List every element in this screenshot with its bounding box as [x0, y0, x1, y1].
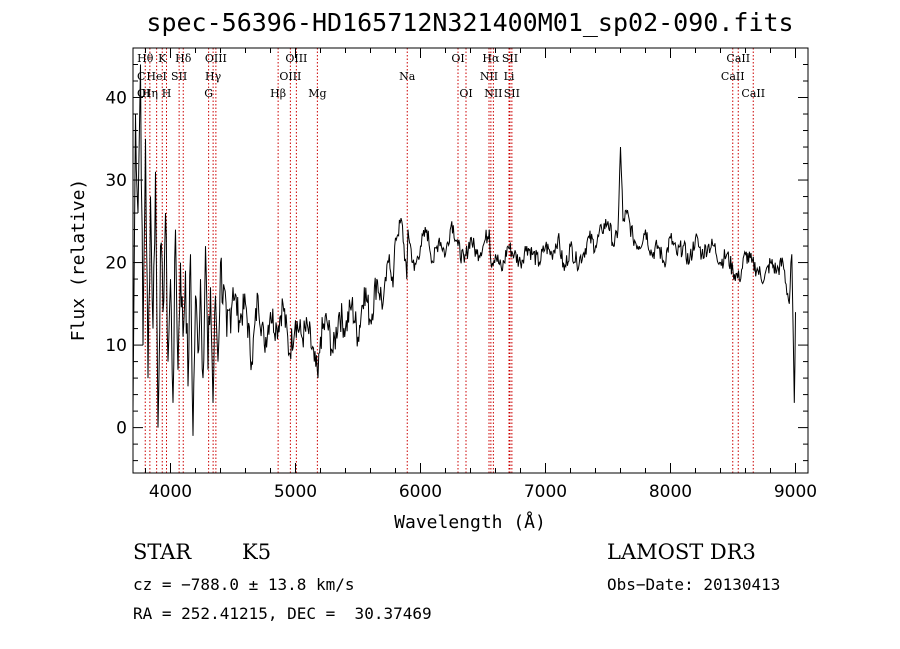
line-label-22: SII — [504, 87, 520, 100]
x-tick-label-2: 6000 — [399, 482, 442, 502]
obs-date-line: Obs−Date: 20130413 — [607, 575, 781, 594]
x-axis-label: Wavelength (Å) — [394, 511, 546, 533]
axes: 4000 5000 6000 7000 8000 9000 0 10 20 30 40 — [105, 48, 817, 502]
line-label-4: HeI — [146, 70, 166, 83]
y-tick-label-2: 20 — [105, 254, 127, 274]
line-label-16: OI — [459, 87, 472, 100]
line-label-7: G — [204, 87, 213, 100]
line-label-1: Hη — [142, 87, 158, 100]
spectrum-group — [132, 64, 796, 436]
line-label-18: Hα — [482, 52, 500, 65]
line-markers — [144, 48, 754, 473]
survey-label: LAMOST DR3 — [607, 540, 756, 564]
y-tick-label-1: 10 — [105, 336, 127, 356]
line-label-10: Hβ — [270, 87, 286, 100]
x-tick-label-4: 8000 — [649, 482, 692, 502]
line-label-20: Li — [504, 70, 515, 83]
line-labels: Hθ Hη K H HeI SII Hδ G Hγ OIII Hβ OIII OIII Mg Na OI OI N… — [137, 52, 765, 100]
line-label-0: Hθ — [137, 52, 154, 65]
line-label-5: SII — [171, 70, 187, 83]
line-label-11: OIII — [279, 70, 301, 83]
chart-title: spec-56396-HD165712N321400M01_sp02-090.f… — [146, 8, 794, 37]
line-label-23: CaII — [721, 70, 745, 83]
line-label-6: Hδ — [175, 52, 192, 65]
radec-line: RA = 252.41215, DEC = 30.37469 — [133, 604, 432, 623]
y-tick-label-0: 0 — [116, 419, 127, 439]
line-label-24: CaII — [726, 52, 750, 65]
line-label-12: OIII — [285, 52, 307, 65]
x-tick-label-5: 9000 — [774, 482, 817, 502]
line-label-14: Na — [399, 70, 416, 83]
cz-line: cz = −788.0 ± 13.8 km/s — [133, 575, 355, 594]
line-label-17: NII — [480, 70, 498, 83]
line-label-15: OI — [451, 52, 464, 65]
spectrum-line — [132, 64, 796, 436]
x-tick-label-0: 4000 — [149, 482, 192, 502]
subclass-label: K5 — [242, 540, 272, 564]
line-label-21: SII — [502, 52, 518, 65]
line-label-3: H — [162, 87, 172, 100]
line-label-13: Mg — [308, 87, 326, 100]
line-label-9: OIII — [205, 52, 227, 65]
x-tick-label-1: 5000 — [274, 482, 317, 502]
y-tick-label-3: 30 — [105, 171, 127, 191]
line-label-2: K — [158, 52, 167, 65]
y-tick-label-4: 40 — [105, 89, 127, 109]
y-axis-label: Flux (relative) — [68, 179, 89, 342]
line-label-25: CaII — [741, 87, 765, 100]
plot-frame — [132, 47, 809, 474]
class-label: STAR — [133, 540, 192, 564]
extra-line-label-0: C — [137, 70, 145, 83]
x-tick-label-3: 7000 — [524, 482, 567, 502]
extra-line-label-1: OI — [137, 87, 150, 100]
line-label-8: Hγ — [205, 70, 222, 83]
line-label-19: NII — [484, 87, 502, 100]
